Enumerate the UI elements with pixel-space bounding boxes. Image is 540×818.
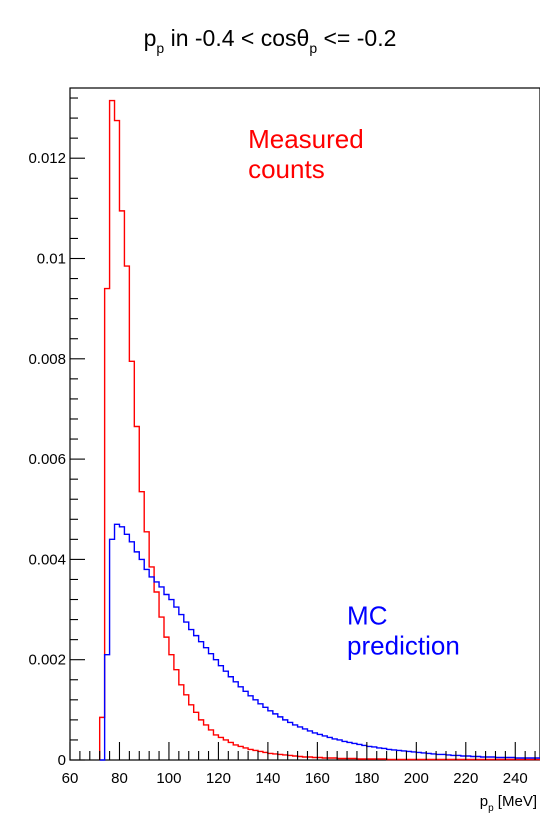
histogram-series-mc xyxy=(99,523,540,761)
y-tick-label: 0 xyxy=(58,752,66,769)
y-tick-label: 0.006 xyxy=(28,451,66,468)
title-tail: <= -0.2 xyxy=(317,25,396,51)
x-axis-label: pp [MeV] xyxy=(480,793,537,814)
title-middle: in -0.4 < cos xyxy=(164,25,296,51)
annotation-layer: Measured counts MC prediction xyxy=(248,124,460,660)
annotation-line: Measured xyxy=(248,124,364,154)
y-axis: 0 0.002 0.004 0.006 0.008 0.01 0.012 xyxy=(28,97,85,769)
x-tick-label: 240 xyxy=(503,770,528,787)
title-p-subscript: p xyxy=(156,40,164,56)
y-tick-label: 0.01 xyxy=(37,251,66,268)
x-tick-label: 60 xyxy=(62,770,79,787)
plot-area-border xyxy=(69,87,540,761)
y-tick-label: 0.002 xyxy=(28,652,66,669)
plot-frame xyxy=(69,87,540,761)
x-label-subscript: p xyxy=(488,803,494,814)
title-theta: θ xyxy=(297,25,310,51)
title-theta-subscript: p xyxy=(309,40,317,56)
x-tick-label: 120 xyxy=(206,770,231,787)
x-label-unit: [MeV] xyxy=(494,793,537,810)
x-tick-label: 200 xyxy=(404,770,429,787)
x-axis: 60 80 100 120 140 160 180 200 220 240 xyxy=(62,742,536,787)
series-layer xyxy=(98,99,540,761)
histogram-series-measured xyxy=(98,99,540,761)
title-p: p xyxy=(144,25,157,51)
x-tick-label: 220 xyxy=(453,770,478,787)
annotation-line: MC xyxy=(347,601,387,631)
annotation-measured-counts: Measured counts xyxy=(248,124,364,184)
x-label-p: p xyxy=(480,793,488,810)
x-tick-label: 80 xyxy=(111,770,128,787)
x-tick-label: 140 xyxy=(255,770,280,787)
x-tick-label: 160 xyxy=(305,770,330,787)
y-tick-label: 0.008 xyxy=(28,351,66,368)
annotation-mc-prediction: MC prediction xyxy=(347,601,460,661)
x-tick-label: 100 xyxy=(156,770,181,787)
chart-title: pp in -0.4 < cosθp <= -0.2 xyxy=(144,25,397,56)
annotation-line: prediction xyxy=(347,631,460,661)
y-tick-label: 0.012 xyxy=(28,150,66,167)
y-tick-label: 0.004 xyxy=(28,551,66,568)
annotation-line: counts xyxy=(248,154,325,184)
x-tick-label: 180 xyxy=(354,770,379,787)
